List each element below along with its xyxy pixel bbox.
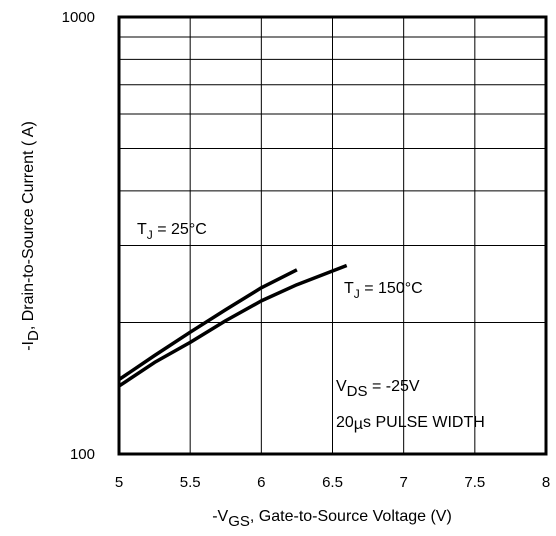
y-axis-label: -ID, Drain-to-Source Current ( A) [20, 121, 42, 351]
x-tick-label: 7.5 [464, 474, 485, 491]
x-tick-label: 6.5 [322, 474, 343, 491]
series-group [118, 263, 348, 388]
x-tick-labels: 5 5.5 6 6.5 7 7.5 8 [115, 474, 550, 491]
x-tick-label: 6 [257, 474, 265, 491]
y-tick-label: 100 [70, 446, 95, 463]
x-tick-label: 5 [115, 474, 123, 491]
x-tick-label: 8 [542, 474, 550, 491]
annotation-tj-150: TJ = 150°C [344, 280, 423, 301]
annotation-tj-25: TJ = 25°C [137, 221, 207, 242]
y-tick-label: 1000 [62, 9, 95, 26]
series-line-tj-25 [118, 268, 298, 382]
x-tick-label: 5.5 [180, 474, 201, 491]
x-tick-label: 7 [399, 474, 407, 491]
annotation-pulse-width: 20µs PULSE WIDTH [336, 414, 485, 433]
annotation-vds: VDS = -25V [336, 378, 420, 400]
plot-frame [117, 15, 548, 456]
series-line-tj-150 [118, 263, 348, 388]
y-tick-labels: 100 1000 [62, 9, 95, 463]
grid-lines [119, 17, 546, 454]
x-axis-label: -VGS, Gate-to-Source Voltage (V) [212, 508, 452, 530]
